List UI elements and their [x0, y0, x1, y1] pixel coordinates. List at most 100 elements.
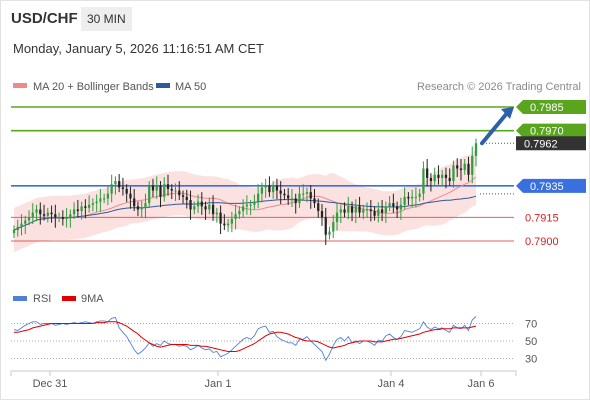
- candle: [373, 206, 376, 221]
- candle: [444, 167, 448, 189]
- candle: [196, 194, 200, 213]
- resistance-tag: [516, 100, 586, 114]
- candle: [151, 178, 155, 198]
- credit-label: Research © 2026 Trading Central: [417, 81, 581, 93]
- last-price-label: 0.7962: [524, 138, 558, 150]
- candle: [121, 177, 125, 196]
- candle: [399, 197, 403, 220]
- resistance-label: 0.7985: [530, 102, 564, 114]
- candle: [422, 161, 425, 201]
- candle: [20, 214, 23, 236]
- candle: [61, 210, 64, 226]
- candle: [339, 204, 342, 224]
- candle: [287, 188, 290, 206]
- rsi-tick-label: 30: [525, 354, 537, 366]
- arrow-shaft: [480, 110, 510, 146]
- candle: [437, 165, 440, 185]
- timeframe-badge[interactable]: 30 MIN: [81, 7, 132, 31]
- candle: [42, 204, 46, 221]
- rsi-legend-swatch: [13, 296, 27, 301]
- candle: [471, 146, 474, 184]
- candle: [208, 197, 211, 215]
- candle: [403, 187, 406, 210]
- candle: [230, 211, 233, 233]
- candle: [365, 202, 369, 218]
- candle: [264, 178, 267, 198]
- candle: [193, 201, 196, 215]
- candle: [148, 181, 151, 208]
- candle: [159, 181, 162, 208]
- candle: [317, 198, 320, 218]
- candle: [350, 201, 354, 222]
- candle: [24, 215, 27, 235]
- candle: [249, 200, 252, 216]
- candle: [414, 187, 418, 208]
- candle: [395, 201, 399, 218]
- candle: [407, 192, 410, 206]
- candle: [91, 198, 95, 212]
- candle: [103, 193, 106, 204]
- candle: [298, 186, 301, 208]
- candle: [369, 200, 372, 222]
- rsi-tick-label: 70: [525, 319, 537, 331]
- candle: [204, 201, 207, 220]
- candle: [72, 202, 76, 219]
- candle: [87, 195, 91, 213]
- last-price-tag: [516, 136, 586, 151]
- candles: [12, 138, 478, 246]
- candle: [260, 182, 264, 203]
- ma50-legend-label: MA 50: [175, 81, 206, 93]
- rsi-legend-label: RSI: [33, 293, 51, 305]
- candle: [362, 204, 365, 220]
- candle: [272, 181, 275, 199]
- candle: [320, 203, 324, 226]
- candle: [110, 174, 113, 203]
- candle: [84, 199, 87, 219]
- rsi-tick-label: 50: [525, 336, 537, 348]
- candle: [433, 167, 436, 186]
- x-tick-label: Jan 6: [468, 378, 495, 390]
- candle: [170, 184, 173, 200]
- candle: [76, 200, 79, 218]
- moving-averages: [13, 176, 477, 231]
- candle: [456, 158, 459, 177]
- candle: [268, 176, 271, 197]
- candle: [411, 189, 414, 207]
- candle: [219, 205, 222, 235]
- candle: [136, 201, 140, 217]
- rsi-ma-line: [14, 321, 477, 352]
- candle: [31, 203, 34, 224]
- candle: [54, 204, 57, 228]
- candle: [140, 200, 143, 218]
- arrow-head: [501, 107, 514, 119]
- level-lines: [11, 106, 514, 242]
- candle: [144, 193, 147, 219]
- resistance-label: 0.7970: [530, 126, 564, 138]
- candle: [290, 188, 294, 207]
- candle: [215, 207, 218, 223]
- candle: [80, 201, 83, 220]
- candle: [211, 195, 215, 221]
- bollinger-band-area: [14, 148, 476, 252]
- candle: [275, 178, 279, 200]
- candle: [12, 225, 16, 238]
- candle: [305, 187, 309, 203]
- candle: [459, 159, 463, 181]
- candle: [50, 205, 53, 223]
- candle: [358, 196, 361, 218]
- candle: [253, 194, 256, 210]
- candle: [178, 181, 181, 201]
- candle: [392, 193, 395, 213]
- candle: [234, 204, 237, 230]
- candle: [200, 192, 203, 215]
- candle: [332, 214, 335, 239]
- candle: [118, 174, 121, 193]
- x-axis: Dec 31 Jan 1 Jan 4 Jan 6: [10, 371, 517, 390]
- candle: [223, 214, 226, 230]
- candle: [133, 188, 136, 212]
- candle: [377, 202, 380, 223]
- support-label: 0.7900: [525, 236, 559, 248]
- candle: [294, 193, 297, 214]
